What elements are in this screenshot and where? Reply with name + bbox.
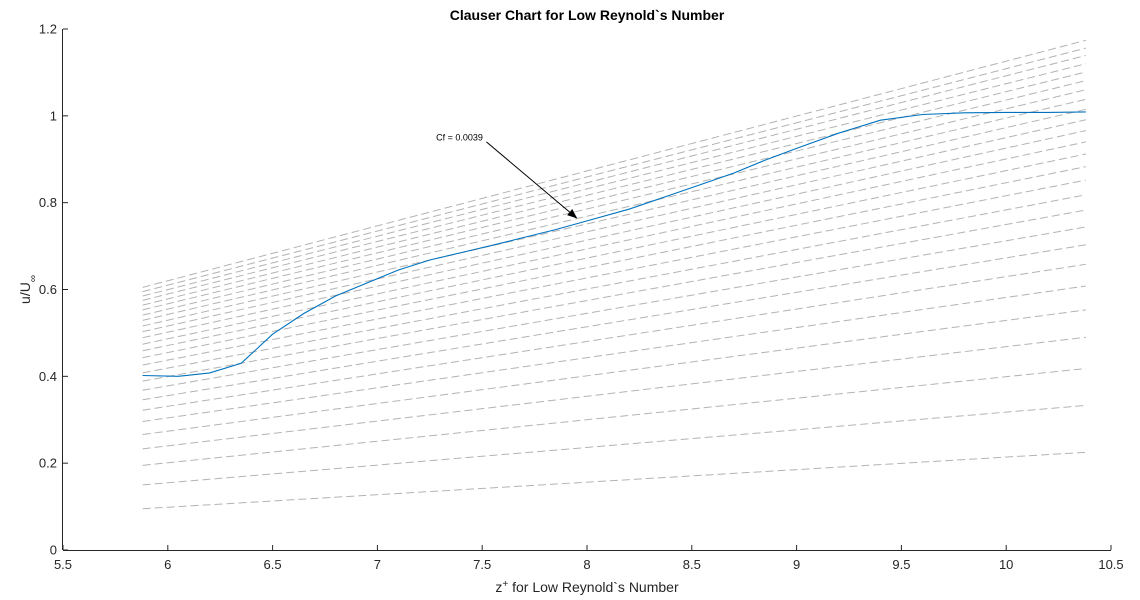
reference-line-1: [142, 451, 1086, 510]
reference-line-15: [142, 141, 1086, 345]
reference-line-11: [142, 194, 1086, 374]
reference-line-21: [142, 80, 1086, 311]
ticks: 5.5 6 6.5 7 7.5 8 8.5 9 9.5 10 10.5 0 0.2 0.4 0.6 0.8 1 1…: [39, 22, 1124, 573]
reference-line-5: [142, 309, 1086, 436]
y-tick-label-5: 0.8: [39, 195, 57, 210]
reference-line-17: [142, 119, 1086, 333]
x-axis-label: z+ for Low Reynold`s Number: [495, 579, 679, 596]
reference-line-8: [142, 244, 1086, 401]
x-tick-label-1: 5.5: [54, 557, 72, 572]
y-axis-label-main: u/U: [17, 282, 33, 304]
reference-line-24: [142, 54, 1086, 297]
x-tick-label-4: 7: [374, 557, 381, 572]
x-tick-label-8: 9: [793, 557, 800, 572]
reference-line-23: [142, 63, 1086, 301]
reference-line-14: [142, 153, 1086, 352]
reference-line-2: [142, 404, 1086, 486]
reference-line-12: [142, 179, 1086, 366]
y-tick-label-3: 0.4: [39, 369, 57, 384]
reference-line-25: [142, 47, 1086, 293]
reference-line-20: [142, 89, 1086, 316]
data-series: [142, 111, 1086, 377]
y-tick-label-2: 0.2: [39, 456, 57, 471]
annotation-label: Cf = 0.0039: [436, 133, 483, 143]
y-tick-label-1: 0: [50, 543, 57, 558]
reference-line-19: [142, 98, 1086, 321]
annotation-arrow: [486, 141, 578, 219]
x-tick-label-7: 8.5: [683, 557, 701, 572]
x-tick-label-9: 9.5: [892, 557, 910, 572]
x-tick-label-6: 8: [583, 557, 590, 572]
reference-line-4: [142, 336, 1086, 450]
y-tick-label-4: 0.6: [39, 282, 57, 297]
reference-line-16: [142, 130, 1086, 339]
y-tick-label-6: 1: [50, 108, 57, 123]
axes: [62, 29, 1111, 551]
x-tick-label-11: 10.5: [1098, 557, 1123, 572]
y-axis-label: u/U∞: [17, 275, 39, 304]
x-tick-label-2: 6: [164, 557, 171, 572]
x-axis-label-main: z: [495, 579, 502, 595]
reference-line-22: [142, 71, 1086, 306]
x-tick-label-10: 10: [999, 557, 1013, 572]
x-tick-label-3: 6.5: [264, 557, 282, 572]
reference-line-6: [142, 285, 1086, 422]
reference-line-9: [142, 226, 1086, 391]
reference-line-18: [142, 108, 1086, 327]
data-series-line-1: [142, 111, 1086, 377]
reference-lines: [142, 39, 1086, 510]
y-axis-label-sub: ∞: [28, 275, 39, 282]
x-tick-label-5: 7.5: [473, 557, 491, 572]
y-tick-label-7: 1.2: [39, 22, 57, 37]
reference-line-13: [142, 166, 1086, 359]
x-axis-label-sup: +: [502, 579, 508, 590]
x-axis-label-rest: for Low Reynold`s Number: [508, 579, 679, 595]
reference-line-7: [142, 263, 1086, 411]
reference-line-3: [142, 368, 1086, 466]
chart-title: Clauser Chart for Low Reynold`s Number: [450, 7, 725, 23]
annotation: Cf = 0.0039: [436, 133, 578, 219]
reference-line-26: [142, 39, 1086, 288]
reference-line-10: [142, 209, 1086, 382]
